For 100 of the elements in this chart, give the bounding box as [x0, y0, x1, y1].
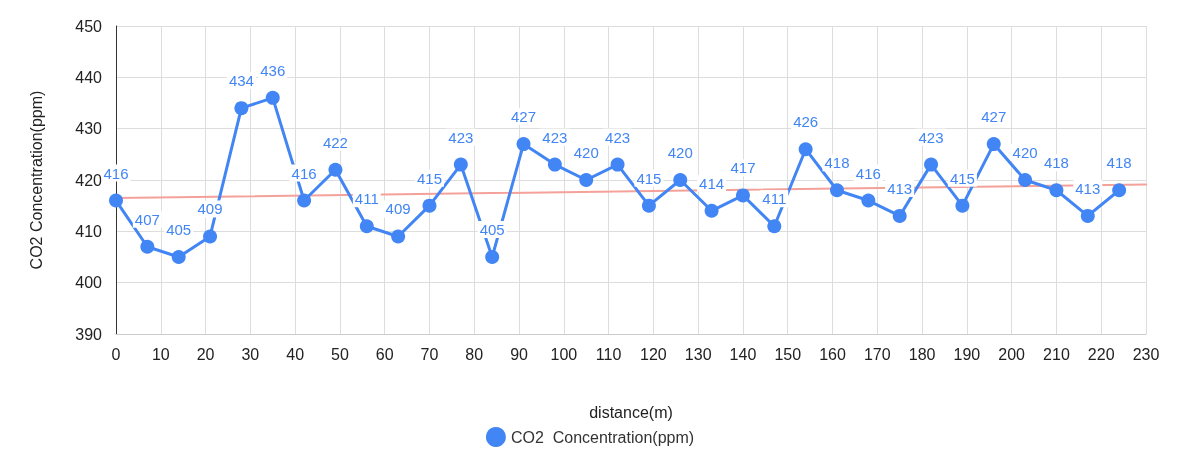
data-label: 416 [291, 164, 317, 182]
point [1112, 183, 1127, 198]
x-tick-label: 80 [465, 345, 484, 363]
point [704, 203, 719, 218]
point [453, 157, 468, 172]
data-label: 416 [103, 164, 129, 182]
point [830, 183, 844, 198]
data-label: 423 [542, 128, 568, 146]
point [171, 250, 186, 264]
x-tick-label: 60 [375, 345, 394, 363]
data-label: 434 [228, 72, 254, 90]
data-label: 409 [197, 200, 223, 218]
data-label: 423 [918, 128, 944, 146]
data-label: 411 [762, 190, 787, 208]
point [798, 142, 813, 157]
data-label: 411 [354, 190, 379, 208]
x-tick-label: 190 [953, 345, 981, 363]
point [516, 137, 531, 152]
data-label: 418 [1043, 154, 1069, 172]
x-tick-label: 200 [998, 345, 1026, 363]
x-tick-label: 160 [819, 345, 846, 363]
data-label: 415 [636, 169, 662, 187]
x-tick-label: 20 [196, 345, 215, 363]
x-tick-label: 150 [774, 345, 802, 363]
y-tick-label: 410 [75, 222, 103, 240]
data-label: 427 [511, 108, 537, 126]
point [203, 229, 218, 244]
data-label: 405 [166, 221, 192, 238]
x-tick-label: 40 [286, 345, 305, 363]
x-tick-label: 70 [420, 345, 439, 363]
data-label: 420 [1012, 144, 1038, 161]
point [1018, 173, 1033, 187]
point [485, 250, 500, 264]
point [892, 208, 907, 223]
legend-label: CO2 Concentration(ppm) [510, 428, 695, 446]
data-label: 405 [479, 221, 505, 238]
point [986, 137, 1001, 152]
x-tick-label: 110 [595, 345, 622, 363]
point [1049, 183, 1064, 198]
point [1080, 208, 1095, 223]
x-tick-label: 50 [331, 345, 349, 363]
point [924, 157, 939, 172]
data-label: 416 [855, 164, 881, 182]
data-label: 409 [385, 200, 411, 218]
point [391, 229, 406, 244]
data-label: 420 [573, 144, 599, 161]
data-label: 413 [1075, 179, 1101, 197]
point [359, 219, 374, 234]
data-label: 413 [887, 179, 913, 197]
x-tick-label: 30 [241, 345, 260, 363]
point [735, 188, 750, 203]
data-label: 417 [730, 159, 756, 177]
data-label: 415 [949, 169, 975, 187]
y-axis-title: CO2 Concentration(ppm) [27, 90, 45, 270]
data-label: 420 [667, 144, 693, 161]
point [579, 173, 594, 187]
point [109, 193, 123, 208]
y-tick-label: 450 [75, 17, 103, 35]
data-label: 423 [605, 128, 631, 146]
x-tick-label: 100 [550, 345, 578, 363]
point [328, 162, 343, 177]
x-tick-label: 90 [510, 345, 529, 363]
data-label: 415 [416, 169, 442, 187]
point [641, 198, 656, 213]
point [861, 193, 876, 208]
data-label: 436 [260, 61, 286, 79]
x-tick-label: 130 [684, 345, 712, 363]
point [610, 157, 625, 172]
y-tick-label: 430 [75, 120, 103, 138]
x-tick-label: 0 [111, 345, 121, 363]
x-axis-title: distance(m) [589, 403, 673, 421]
data-label: 426 [793, 113, 819, 131]
data-label: 418 [824, 154, 850, 172]
y-tick-label: 420 [75, 171, 103, 189]
y-tick-label: 440 [75, 68, 103, 86]
x-tick-label: 210 [1043, 345, 1070, 363]
data-label: 414 [699, 174, 725, 192]
data-label: 427 [981, 108, 1007, 126]
data-label: 418 [1106, 154, 1132, 172]
point [265, 90, 280, 105]
point [422, 198, 437, 213]
point [767, 219, 782, 234]
x-tick-label: 140 [729, 345, 757, 363]
data-label: 423 [448, 128, 474, 146]
data-label: 407 [134, 210, 160, 228]
point [673, 173, 688, 187]
y-tick-label: 400 [75, 274, 103, 292]
x-tick-label: 180 [908, 345, 936, 363]
point [234, 101, 249, 116]
x-tick-label: 220 [1087, 345, 1115, 363]
data-label: 422 [322, 133, 348, 151]
x-tick-label: 230 [1132, 345, 1160, 363]
point [140, 239, 155, 254]
y-tick-label: 390 [75, 325, 103, 343]
point [955, 198, 970, 213]
x-tick-label: 170 [863, 345, 891, 363]
x-tick-label: 120 [640, 345, 667, 363]
point [547, 157, 562, 172]
point [297, 193, 312, 208]
x-tick-label: 10 [151, 345, 170, 363]
